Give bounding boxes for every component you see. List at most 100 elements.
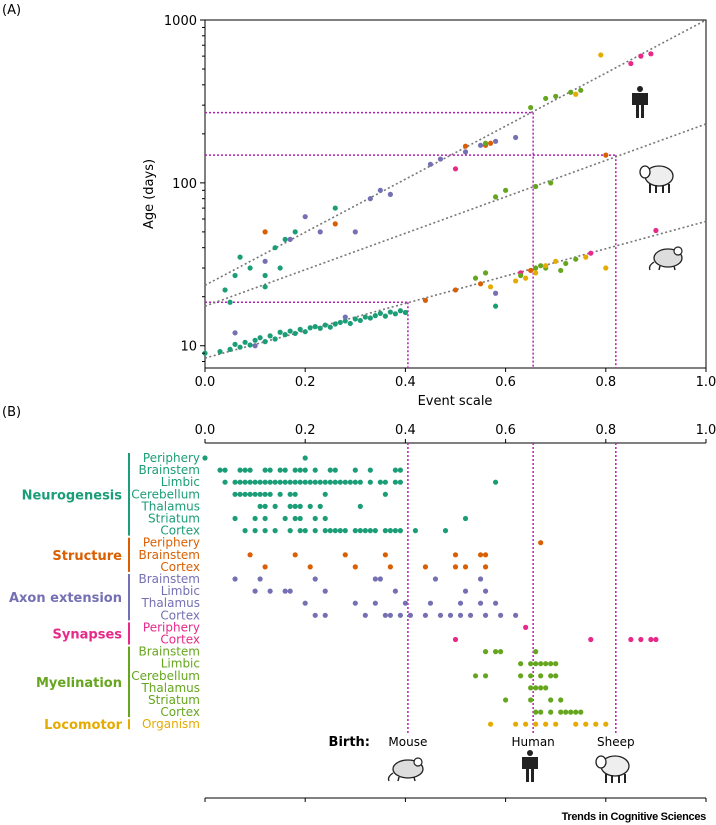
event-point-myelination [568,709,574,715]
panel-a-ylabel: Age (days) [142,159,157,229]
event-point-neurogenesis [237,479,243,485]
event-point-neurogenesis [337,479,343,485]
event-point-structure [452,552,459,558]
panel-a-label: (A) [2,3,21,18]
row-label: Thalamus [140,596,200,610]
event-point-neurogenesis [302,479,308,485]
event-point-myelination [518,673,524,679]
event-point-axon-extension [432,576,439,582]
event-point-neurogenesis [252,479,258,485]
event-point-locomotor [523,721,529,727]
point-neurogenesis [342,318,348,324]
row-label: Limbic [161,475,200,489]
event-point-neurogenesis [262,515,268,522]
event-point-synapses [588,636,594,643]
event-point-myelination [497,649,504,655]
point-neurogenesis [492,303,499,309]
event-point-neurogenesis [257,491,263,497]
point-axon-extension [302,214,308,220]
event-point-neurogenesis [267,479,273,485]
point-neurogenesis [262,272,268,279]
event-point-myelination [482,649,489,655]
event-point-locomotor [543,721,549,727]
event-point-neurogenesis [292,515,298,522]
point-locomotor [523,275,529,281]
event-point-axon-extension [402,600,408,606]
point-synapses [638,53,644,59]
event-point-locomotor [533,721,539,727]
event-point-axon-extension [352,600,358,606]
event-point-axon-extension [257,576,263,582]
panel-b-points [202,455,659,727]
point-neurogenesis [292,330,298,337]
sheep-icon [639,165,674,193]
event-point-axon-extension [482,588,489,594]
event-point-myelination [578,709,584,715]
point-neurogenesis [332,321,338,327]
event-point-structure [462,564,469,570]
event-point-locomotor [573,721,579,727]
event-point-neurogenesis [277,479,283,485]
event-point-neurogenesis [242,528,248,534]
event-point-neurogenesis [202,455,208,461]
event-point-neurogenesis [237,491,243,497]
event-point-synapses [638,636,644,643]
event-point-neurogenesis [337,528,343,534]
event-point-neurogenesis [262,491,268,497]
event-point-myelination [533,661,539,667]
human-icon [632,86,648,118]
event-point-neurogenesis [272,528,278,534]
event-point-myelination [533,709,539,715]
event-point-structure [382,552,388,558]
point-axon-extension [437,156,444,162]
category-label: Synapses [53,627,123,642]
point-neurogenesis [247,265,253,271]
event-point-myelination [503,697,509,703]
event-point-neurogenesis [257,503,263,509]
point-neurogenesis [387,309,393,315]
event-point-structure [482,564,489,570]
event-point-locomotor [553,721,559,727]
x-tick-label: 0.6 [495,375,516,390]
event-point-neurogenesis [242,491,248,497]
panel-b-label: (B) [2,405,21,420]
event-point-axon-extension [232,576,238,582]
event-point-myelination [553,661,559,667]
event-point-neurogenesis [302,528,308,534]
point-axon-extension [492,138,499,144]
event-point-myelination [492,649,499,655]
event-point-neurogenesis [312,479,318,485]
event-point-neurogenesis [232,515,238,522]
event-point-neurogenesis [442,528,449,534]
category-label: Axon extension [9,591,122,606]
event-point-locomotor [487,721,494,727]
point-axon-extension [477,142,484,148]
point-neurogenesis [257,335,263,341]
event-point-structure [262,564,268,570]
event-point-axon-extension [372,576,378,582]
event-point-neurogenesis [332,467,338,473]
event-point-neurogenesis [382,528,388,534]
event-point-neurogenesis [327,479,333,485]
event-point-myelination [538,661,544,667]
event-point-axon-extension [467,612,474,618]
point-synapses [452,166,459,172]
event-point-neurogenesis [297,479,303,485]
event-point-axon-extension [437,612,444,618]
point-axon-extension [252,343,258,349]
event-point-axon-extension [497,612,504,618]
event-point-axon-extension [322,612,328,618]
human-icon [522,750,538,782]
point-myelination [472,275,479,281]
event-point-structure [538,540,544,546]
point-myelination [543,95,549,102]
point-locomotor [533,270,539,276]
row-label: Brainstem [139,548,201,562]
top-tick-label: 1.0 [696,423,716,438]
event-point-neurogenesis [322,491,328,497]
event-point-axon-extension [322,588,328,594]
row-label: Cortex [160,705,200,719]
event-point-axon-extension [427,600,434,606]
point-neurogenesis [357,317,363,324]
